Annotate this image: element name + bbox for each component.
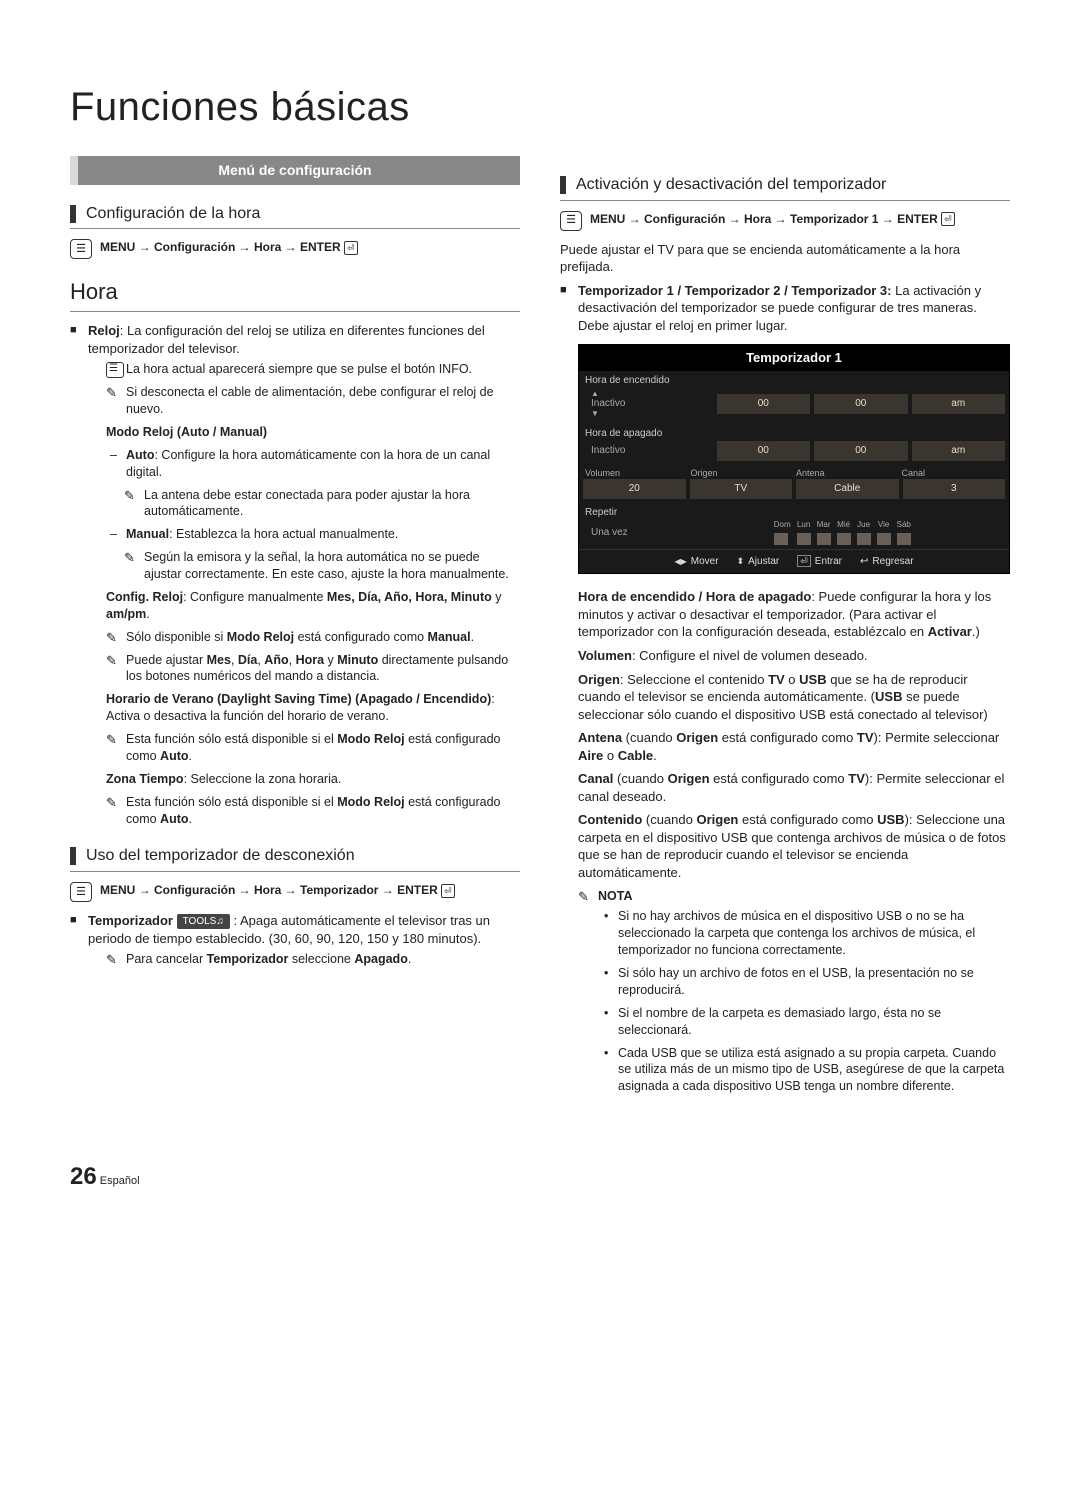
auto-note: La antena debe estar conectada para pode… (124, 487, 520, 521)
section-uso-temporizador: Uso del temporizador de desconexión (70, 845, 520, 872)
nota-label: NOTA (598, 889, 633, 903)
zona-note: Esta función sólo está disponible si el … (106, 794, 520, 828)
menu-icon: ☰ (560, 211, 582, 231)
info-note: ☰La hora actual aparecerá siempre que se… (106, 361, 520, 378)
day-sab[interactable]: Sáb (897, 520, 911, 545)
timer-footer: Mover Ajustar Entrar Regresar (579, 549, 1009, 574)
section-uso-temporizador-label: Uso del temporizador de desconexión (86, 845, 355, 867)
footer-regresar: Regresar (860, 555, 914, 569)
antena-cell[interactable]: Cable (796, 479, 899, 499)
menu-path-3-text: MENU → Configuración → Hora → Temporizad… (590, 211, 955, 227)
off-mm[interactable]: 00 (814, 441, 907, 461)
page-footer: 26 Español (70, 1161, 1010, 1193)
enter-icon: ⏎ (344, 241, 358, 255)
section-config-hora: Configuración de la hora (70, 203, 520, 230)
disconnect-note: Si desconecta el cable de alimentación, … (106, 384, 520, 418)
day-jue[interactable]: Jue (857, 520, 871, 545)
row3-values: 20 TV Cable 3 (579, 479, 1009, 503)
off-time-row: Inactivo 00 00 am (579, 441, 1009, 465)
right-column: Activación y desactivación del temporiza… (560, 156, 1010, 1101)
day-dom[interactable]: Dom (774, 520, 791, 545)
timers-item: Temporizador 1 / Temporizador 2 / Tempor… (560, 282, 1010, 1095)
timer-panel-title: Temporizador 1 (579, 345, 1009, 371)
dst-note: Esta función sólo está disponible si el … (106, 731, 520, 765)
contenido-line: Contenido (cuando Origen está configurad… (578, 811, 1010, 881)
off-inactive[interactable]: Inactivo (583, 441, 713, 461)
enter-icon: ⏎ (441, 884, 455, 898)
on-time-label: Hora de encendido (579, 371, 1009, 389)
day-mar[interactable]: Mar (817, 520, 831, 545)
on-time-row: ▲Inactivo▼ 00 00 am (579, 388, 1009, 424)
hora-enc-line: Hora de encendido / Hora de apagado: Pue… (578, 588, 1010, 641)
reloj-intro: Reloj: La configuración del reloj se uti… (88, 323, 485, 356)
menu-path-1: ☰ MENU → Configuración → Hora → ENTER ⏎ (70, 239, 520, 259)
nota4: Cada USB que se utiliza está asignado a … (598, 1045, 1010, 1096)
section-activacion: Activación y desactivación del temporiza… (560, 174, 1010, 201)
day-lun[interactable]: Lun (797, 520, 811, 545)
on-hh[interactable]: 00 (717, 394, 810, 414)
manual-line: Manual: Establezca la hora actual manual… (106, 526, 520, 543)
auto-line: Auto: Configure la hora automáticamente … (106, 447, 520, 481)
zona-line: Zona Tiempo: Seleccione la zona horaria. (106, 771, 520, 788)
section-activacion-label: Activación y desactivación del temporiza… (576, 174, 886, 196)
menu-path-2: ☰ MENU → Configuración → Hora → Temporiz… (70, 882, 520, 902)
vol-cell[interactable]: 20 (583, 479, 686, 499)
temp-note: Para cancelar Temporizador seleccione Ap… (106, 951, 520, 968)
on-ampm[interactable]: am (912, 394, 1005, 414)
on-mm[interactable]: 00 (814, 394, 907, 414)
on-inactive[interactable]: ▲Inactivo▼ (583, 388, 713, 420)
off-time-label: Hora de apagado (579, 424, 1009, 442)
menu-icon: ☰ (70, 882, 92, 902)
temporizador-item: Temporizador TOOLS♫ : Apaga automáticame… (70, 912, 520, 968)
repeat-row: Una vez Dom Lun Mar Mié Jue Vie Sáb (579, 520, 1009, 549)
nota3: Si el nombre de la carpeta es demasiado … (598, 1005, 1010, 1039)
enter-icon: ⏎ (941, 212, 955, 226)
page-lang: Español (100, 1175, 140, 1187)
menu-path-3: ☰ MENU → Configuración → Hora → Temporiz… (560, 211, 1010, 231)
config-reloj-line: Config. Reloj: Configure manualmente Mes… (106, 589, 520, 623)
timer-panel: Temporizador 1 Hora de encendido ▲Inacti… (578, 344, 1010, 574)
day-mie[interactable]: Mié (837, 520, 851, 545)
timers-heading: Temporizador 1 / Temporizador 2 / Tempor… (578, 283, 892, 298)
page-number: 26 (70, 1163, 97, 1190)
menu-banner: Menú de configuración (70, 156, 520, 185)
canal-line: Canal (cuando Origen está configurado co… (578, 770, 1010, 805)
hora-heading: Hora (70, 277, 520, 312)
page-title: Funciones básicas (70, 80, 1010, 134)
row3-headers: Volumen Origen Antena Canal (579, 465, 1009, 479)
manual-note: Según la emisora y la señal, la hora aut… (124, 549, 520, 583)
menu-path-2-text: MENU → Configuración → Hora → Temporizad… (100, 882, 455, 898)
antena-line: Antena (cuando Origen está configurado c… (578, 729, 1010, 764)
right-intro: Puede ajustar el TV para que se encienda… (560, 241, 1010, 276)
two-column-layout: Menú de configuración Configuración de l… (70, 156, 1010, 1101)
off-ampm[interactable]: am (912, 441, 1005, 461)
dst-line: Horario de Verano (Daylight Saving Time)… (106, 691, 520, 725)
nota1: Si no hay archivos de música en el dispo… (598, 908, 1010, 959)
menu-path-1-text: MENU → Configuración → Hora → ENTER ⏎ (100, 239, 358, 255)
footer-mover: Mover (674, 555, 718, 569)
reloj-item: Reloj: La configuración del reloj se uti… (70, 322, 520, 827)
volumen-line: Volumen: Configure el nivel de volumen d… (578, 647, 1010, 665)
origen-line: Origen: Seleccione el contenido TV o USB… (578, 671, 1010, 724)
footer-ajustar: Ajustar (737, 555, 780, 569)
repeat-days: Dom Lun Mar Mié Jue Vie Sáb (680, 520, 1005, 545)
temporizador-label: Temporizador (88, 913, 173, 928)
footer-entrar: Entrar (797, 555, 842, 569)
origen-cell[interactable]: TV (690, 479, 793, 499)
config-note2: Puede ajustar Mes, Día, Año, Hora y Minu… (106, 652, 520, 686)
nota2: Si sólo hay un archivo de fotos en el US… (598, 965, 1010, 999)
canal-cell[interactable]: 3 (903, 479, 1006, 499)
off-hh[interactable]: 00 (717, 441, 810, 461)
day-vie[interactable]: Vie (877, 520, 891, 545)
menu-icon: ☰ (70, 239, 92, 259)
config-note1: Sólo disponible si Modo Reloj está confi… (106, 629, 520, 646)
modo-reloj-heading: Modo Reloj (Auto / Manual) (106, 424, 520, 441)
nota-block: NOTA Si no hay archivos de música en el … (578, 888, 1010, 1096)
left-column: Menú de configuración Configuración de l… (70, 156, 520, 1101)
repeat-value[interactable]: Una vez (583, 523, 676, 543)
repeat-label: Repetir (579, 503, 1009, 521)
tools-badge: TOOLS♫ (177, 914, 230, 930)
section-config-hora-label: Configuración de la hora (86, 203, 260, 225)
